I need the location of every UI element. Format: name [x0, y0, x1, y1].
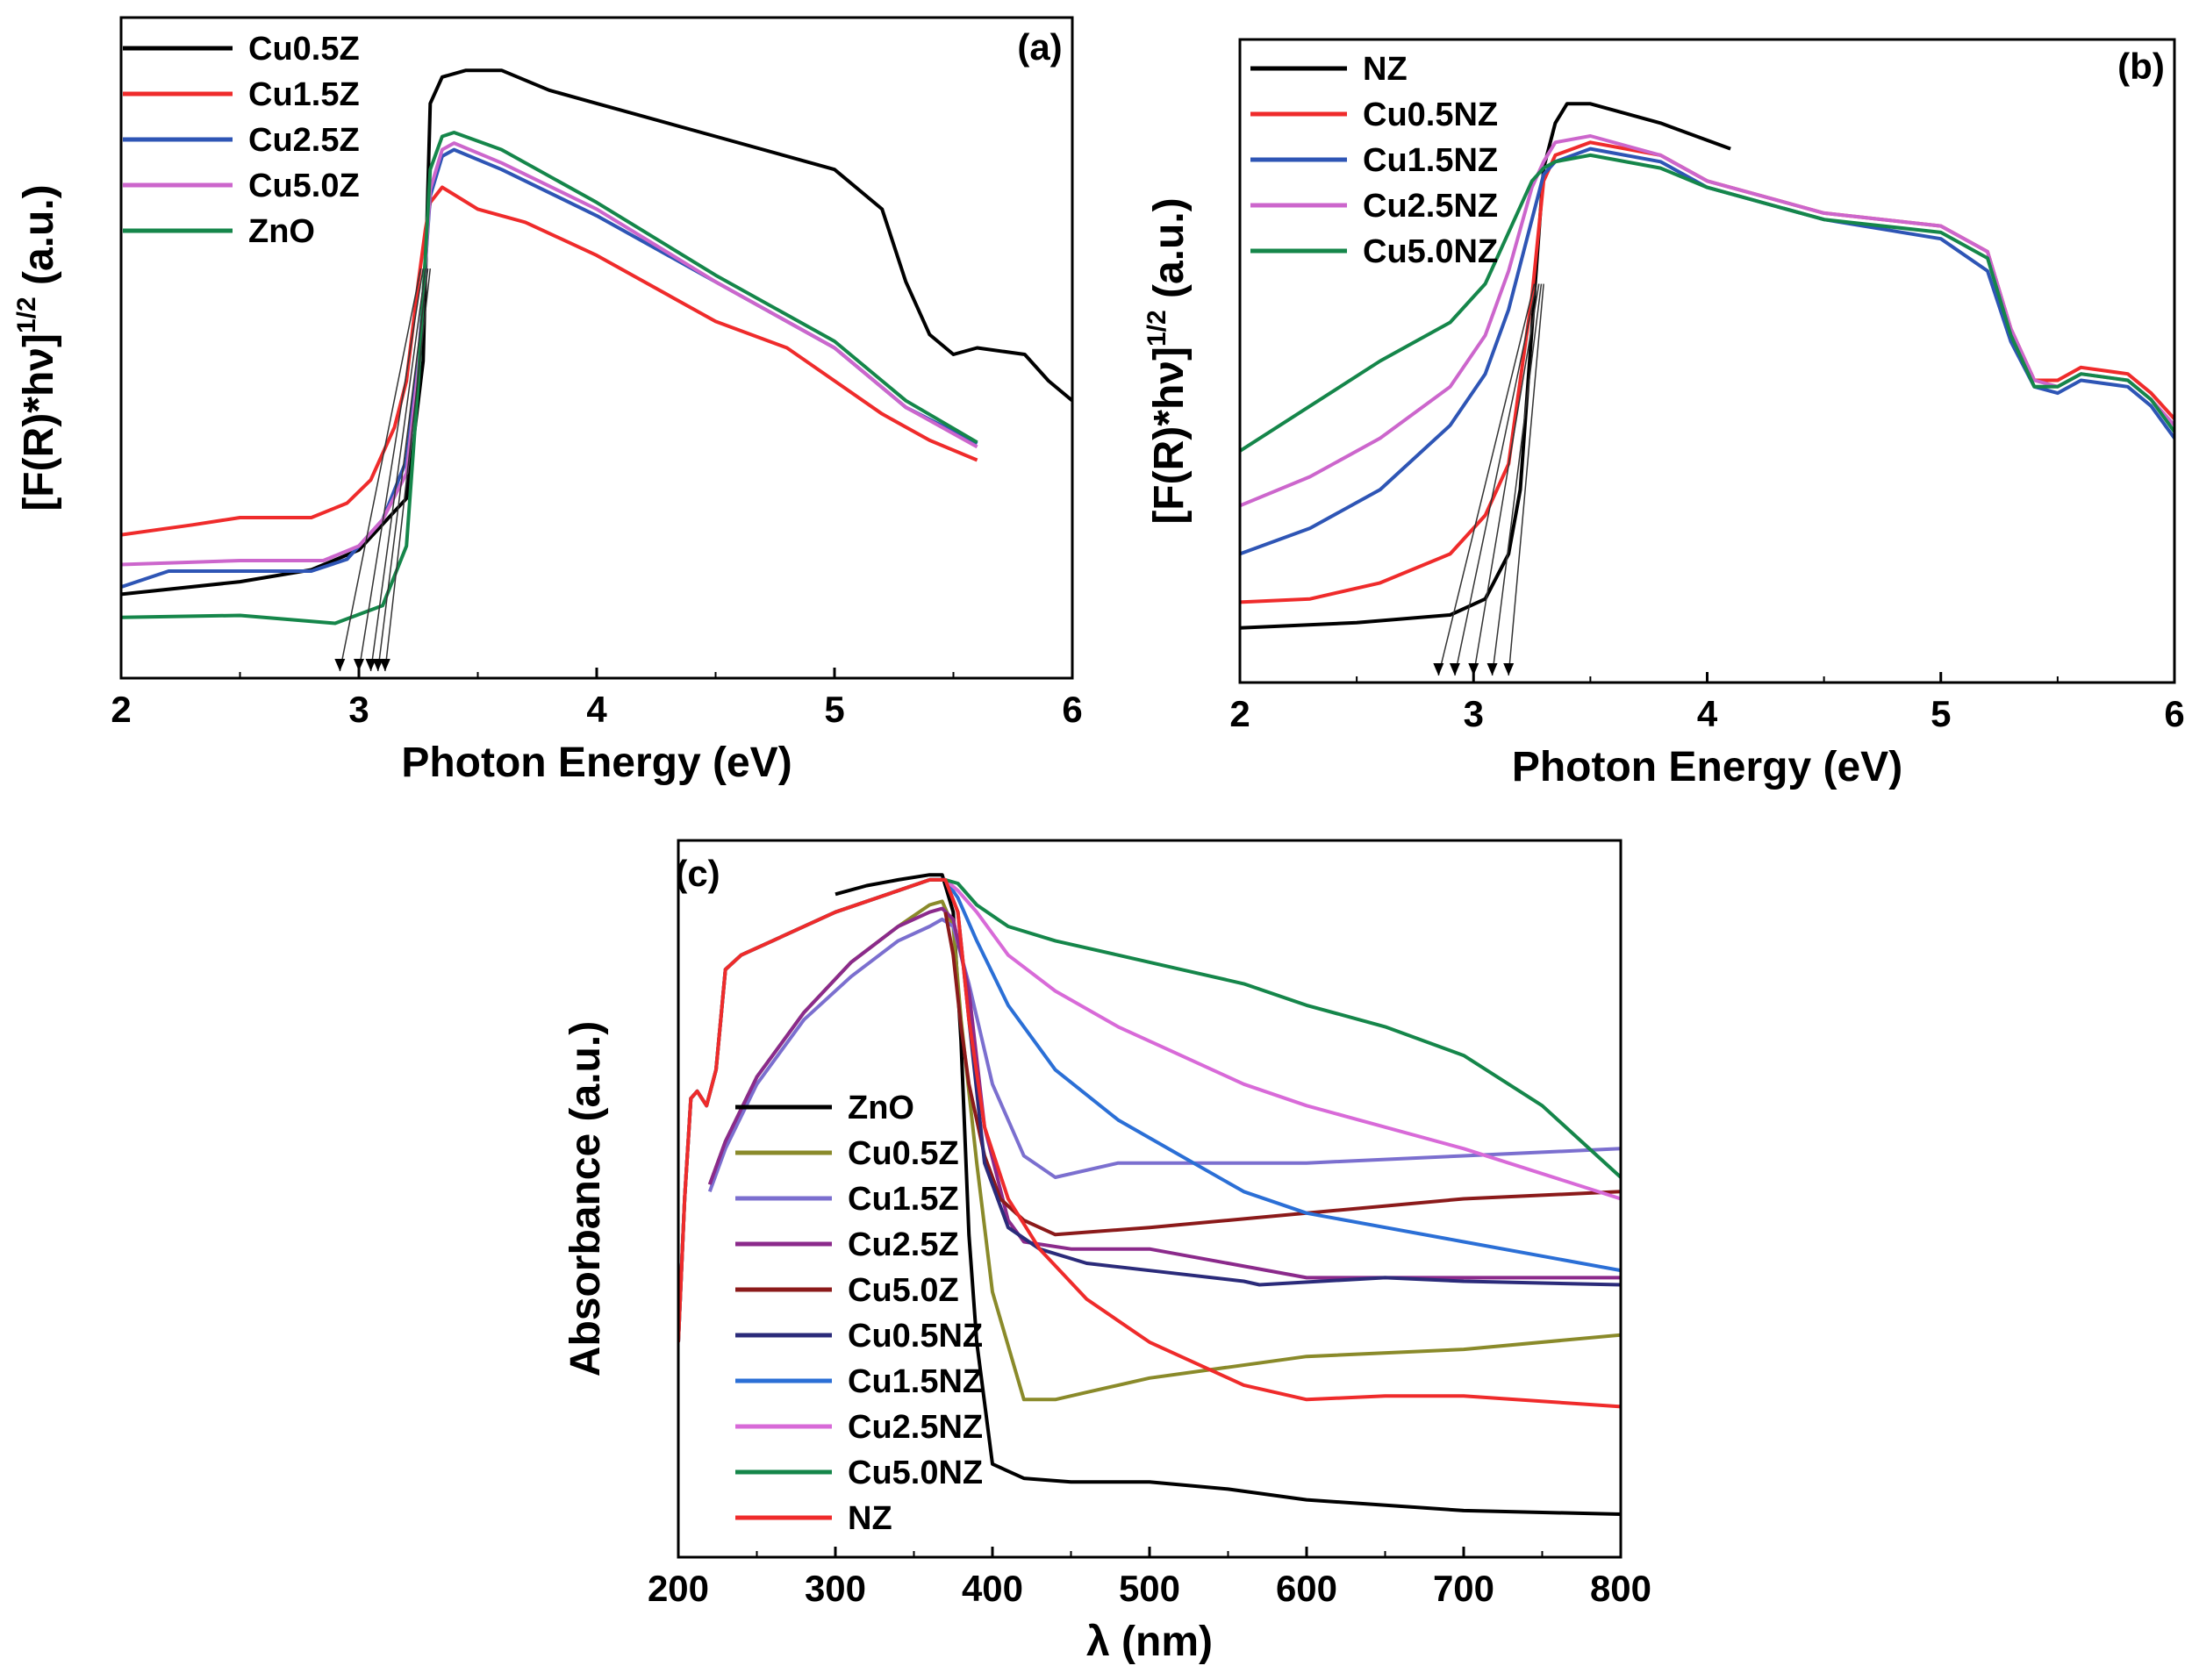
x-tick-label: 3 — [348, 689, 369, 730]
series-group — [678, 873, 1621, 1516]
legend-label: Cu1.5Z — [848, 1181, 959, 1218]
x-tick-label: 3 — [1464, 693, 1484, 734]
legend-label: Cu2.5NZ — [848, 1409, 983, 1446]
legend-label: Cu1.5NZ — [848, 1363, 983, 1400]
y-axis-label: [F(R)*hν]1/2 (a.u.) — [1143, 197, 1193, 524]
legend-label: Cu2.5Z — [848, 1226, 959, 1263]
tangent-line — [339, 268, 422, 672]
series-line-Cu2.5NZ — [678, 877, 1621, 1342]
x-tick-label: 4 — [1697, 693, 1718, 734]
tangent-line — [1437, 283, 1536, 676]
panel-label: (b) — [2117, 46, 2165, 87]
series-line-Cu5.0Z — [943, 911, 1621, 1237]
series-line-Cu0.5NZ — [678, 877, 1621, 1342]
chart-panel-b: 2 3 4 5 6 Photon Energy (eV) [F(R)*hν]1/2 (a.u… — [1143, 38, 2185, 790]
x-tick-label: 500 — [1119, 1568, 1180, 1609]
tangent-arrow — [334, 659, 346, 671]
legend: Cu0.5Z Cu1.5Z Cu2.5Z Cu5.0Z ZnO — [123, 31, 360, 250]
x-tick-label: 2 — [1229, 693, 1250, 734]
tangent-line — [384, 268, 432, 672]
tangent-lines — [1433, 283, 1544, 676]
x-tick-label: 6 — [2164, 693, 2184, 734]
series-line-Cu5.0NZ — [678, 877, 1621, 1342]
legend-label: Cu0.5Z — [248, 31, 360, 68]
legend-label: Cu1.5Z — [248, 76, 360, 113]
series-line-NZ — [678, 877, 1621, 1409]
legend-label: ZnO — [848, 1090, 914, 1126]
y-axis-label: [F(R)*hν]1/2 (a.u.) — [12, 184, 62, 511]
tangent-arrow — [372, 659, 383, 671]
legend-label: Cu0.5NZ — [1363, 97, 1498, 133]
y-axis-label: Absorbance (a.u.) — [562, 1021, 609, 1376]
x-tick-label: 4 — [586, 689, 607, 730]
series-line-NZ — [1240, 102, 1731, 630]
tangent-line — [1472, 283, 1540, 676]
tangent-arrow — [1433, 663, 1444, 676]
x-tick-label: 2 — [111, 689, 131, 730]
x-tick-label: 6 — [1062, 689, 1082, 730]
x-tick-label: 600 — [1276, 1568, 1337, 1609]
tangent-arrow — [1486, 663, 1498, 676]
legend-label: Cu5.0NZ — [1363, 233, 1498, 270]
tangent-arrow — [1449, 663, 1460, 676]
chart-panel-c: 200 300 400 500 600 700 800 λ (nm) Absorbance (a… — [562, 839, 1651, 1665]
tangent-arrow — [1468, 663, 1479, 676]
tangent-line — [1508, 283, 1544, 676]
tangent-arrow — [354, 659, 364, 671]
chart-panel-a: 2 3 4 5 6 Photon Energy (eV) [F(R)*hν]1/2 (a.u… — [12, 16, 1083, 786]
legend-label: Cu1.5NZ — [1363, 142, 1498, 179]
series-group — [1240, 102, 2174, 630]
tangent-lines — [334, 268, 432, 672]
series-line-Cu1.5NZ — [1240, 147, 2174, 556]
series-line-Cu1.5Z — [707, 917, 1621, 1192]
x-axis-label: Photon Energy (eV) — [1512, 744, 1902, 790]
legend: ZnO Cu0.5Z Cu1.5Z Cu2.5Z Cu5.0Z Cu0.5NZ Cu1.5N… — [735, 1090, 983, 1537]
tangent-arrow — [365, 659, 376, 671]
legend-label: Cu0.5Z — [848, 1135, 959, 1172]
x-tick-label: 5 — [824, 689, 844, 730]
legend-label: Cu5.0Z — [848, 1272, 959, 1309]
tangent-line — [1454, 283, 1537, 676]
series-line-ZnO — [121, 131, 978, 626]
x-tick-label: 400 — [962, 1568, 1023, 1609]
legend-label: Cu2.5NZ — [1363, 188, 1498, 225]
panel-label: (c) — [675, 853, 720, 894]
x-tick-label: 300 — [805, 1568, 866, 1609]
legend-label: NZ — [848, 1500, 892, 1537]
x-tick-label: 700 — [1433, 1568, 1494, 1609]
x-tick-label: 5 — [1931, 693, 1951, 734]
tangent-arrow — [1503, 663, 1515, 676]
x-axis-label: Photon Energy (eV) — [401, 740, 792, 786]
tangent-line — [1491, 283, 1543, 676]
x-tick-label: 800 — [1590, 1568, 1651, 1609]
x-tick-label: 200 — [648, 1568, 709, 1609]
legend-label: ZnO — [248, 213, 315, 250]
legend-label: Cu0.5NZ — [848, 1318, 983, 1355]
tangent-line — [369, 268, 426, 672]
series-line-ZnO — [835, 873, 1621, 1516]
tangent-arrow — [379, 659, 390, 671]
legend-label: NZ — [1363, 51, 1408, 88]
legend-label: Cu5.0NZ — [848, 1455, 983, 1491]
series-line-Cu0.5Z — [707, 899, 1621, 1402]
panel-label: (a) — [1017, 26, 1062, 68]
series-line-Cu5.0NZ — [1240, 153, 2174, 453]
legend: NZ Cu0.5NZ Cu1.5NZ Cu2.5NZ Cu5.0NZ — [1250, 51, 1498, 270]
legend-label: Cu5.0Z — [248, 168, 360, 204]
x-axis-label: λ (nm) — [1086, 1619, 1213, 1665]
series-line-Cu1.5NZ — [678, 877, 1621, 1342]
series-line-Cu2.5Z — [707, 906, 1621, 1280]
series-line-Cu5.0Z — [121, 141, 978, 567]
tangent-line — [358, 268, 424, 672]
legend-label: Cu2.5Z — [248, 122, 360, 159]
tangent-line — [376, 268, 429, 672]
